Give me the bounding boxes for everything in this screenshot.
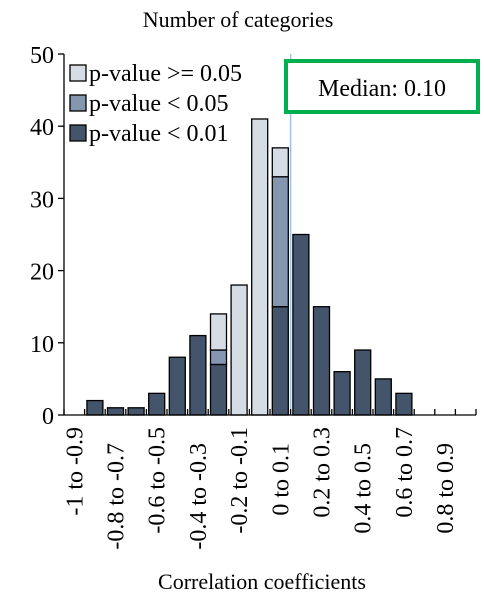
- bar-12-series-0: [312, 306, 331, 416]
- bar-4-series-0: [148, 392, 166, 416]
- x-tick-label: 0.8 to 0.9: [433, 443, 459, 534]
- y-axis-ticks: 0 10 20 30 40 50: [30, 43, 64, 430]
- bar-11-series-0: [292, 233, 310, 416]
- median-annotation: Median: 0.10: [284, 59, 480, 114]
- bar-2-series-0: [106, 407, 125, 416]
- bar-10-series-0: [271, 306, 289, 416]
- y-tick-label: 40: [30, 115, 54, 141]
- x-tick-label: -0.4 to -0.3: [186, 443, 212, 550]
- y-tick-label: 20: [30, 260, 54, 286]
- x-axis-ticks: -1 to -0.9 -0.8 to -0.7 -0.6 to -0.5 -0.4 t…: [62, 427, 459, 550]
- x-tick-label: 0.6 to 0.7: [392, 427, 418, 518]
- bar-16-series-0: [395, 392, 413, 416]
- bars: [86, 118, 413, 416]
- x-axis-label: Correlation coefficients: [158, 569, 366, 594]
- bar-8-series-2: [230, 284, 248, 416]
- y-tick-label: 50: [30, 43, 54, 69]
- x-tick-label: -0.2 to -0.1: [227, 427, 253, 534]
- x-tick-label: -1 to -0.9: [62, 427, 88, 516]
- legend-swatch: [69, 124, 87, 142]
- bar-7-series-1: [209, 349, 228, 366]
- legend-label: p-value < 0.01: [89, 121, 229, 147]
- bar-7-series-0: [209, 363, 228, 416]
- x-tick-label: 0.4 to 0.5: [351, 443, 377, 534]
- y-tick-label: 0: [42, 404, 54, 430]
- x-tick-label: 0.2 to 0.3: [310, 427, 336, 518]
- bar-1-series-0: [86, 399, 104, 416]
- bar-10-series-2: [271, 147, 289, 178]
- bar-3-series-0: [127, 407, 145, 416]
- x-tick-label: 0 to 0.1: [268, 443, 294, 516]
- bar-10-series-1: [271, 176, 289, 308]
- y-tick-label: 30: [30, 187, 54, 213]
- legend-label: p-value >= 0.05: [89, 61, 242, 87]
- axes: [63, 54, 477, 416]
- bar-5-series-0: [168, 356, 186, 416]
- median-annotation-text: Median: 0.10: [318, 76, 446, 102]
- x-tick-label: -0.8 to -0.7: [104, 443, 130, 550]
- bar-7-series-2: [209, 313, 228, 351]
- y-tick-label: 10: [30, 332, 54, 358]
- legend-swatch: [69, 94, 87, 112]
- y-axis-label: Number of categories: [143, 7, 334, 32]
- x-tick-label: -0.6 to -0.5: [145, 427, 171, 534]
- bar-13-series-0: [333, 371, 351, 416]
- median-annotation-box: [284, 59, 480, 114]
- bar-9-series-2: [251, 118, 269, 416]
- bar-15-series-0: [374, 378, 392, 416]
- bar-14-series-0: [354, 349, 372, 416]
- legend-label: p-value < 0.05: [89, 91, 229, 117]
- bar-6-series-0: [189, 334, 207, 416]
- legend-swatch: [69, 64, 87, 82]
- legend: p-value >= 0.05 p-value < 0.05 p-value < 0…: [69, 61, 242, 147]
